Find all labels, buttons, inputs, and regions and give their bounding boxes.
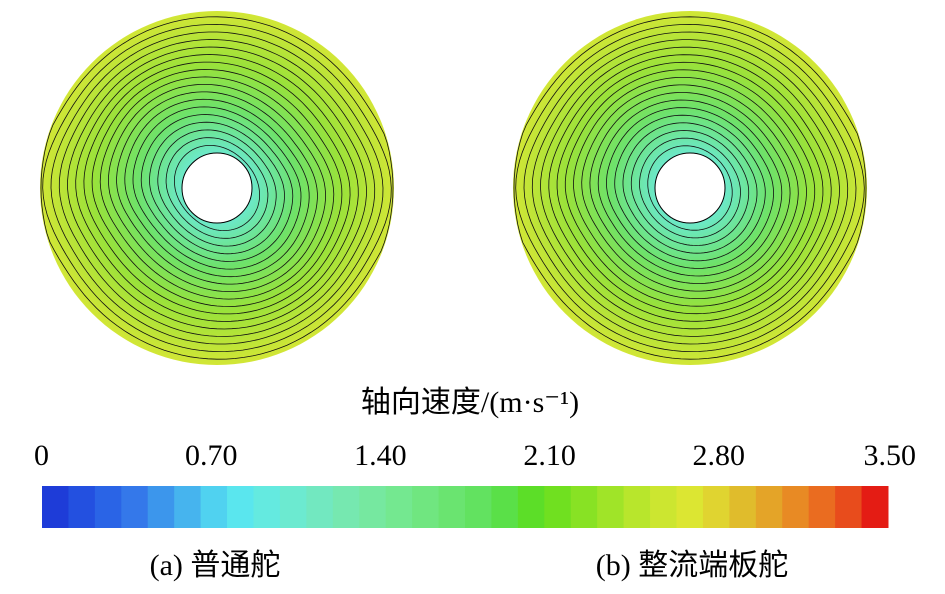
contour-line [75,54,359,322]
colorbar-segment [121,486,149,528]
colorbar-segment [438,486,466,528]
colorbar-segment [491,486,519,528]
colorbar-segment [808,486,836,528]
contour-line [107,84,327,292]
contour-line [140,114,294,262]
contour-line [67,46,367,330]
colorbar-segment [465,486,492,528]
contour-line [589,92,791,284]
colorbar-segment [544,486,572,528]
colorbar-tick-label: 1.40 [354,439,407,472]
colorbar-segment [306,486,334,528]
colorbar: 0 0.70 1.40 2.10 2.80 3.50 [34,439,916,528]
contour-line [124,98,310,278]
colorbar-segment [42,486,69,528]
colorbar-segment [755,486,783,528]
contour-plots [40,11,867,365]
colorbar-segment [782,486,810,528]
colorbar-segment [227,486,254,528]
contour-line [40,16,394,360]
contour-line [515,23,865,353]
colorbar-segment [861,486,889,528]
contour-line [597,99,783,277]
colorbar-segment [702,486,730,528]
colorbar-segment [332,486,360,528]
colorbar-segment [517,486,545,528]
colorbar-segment [570,486,598,528]
contour-line [83,61,351,315]
colorbar-tick-label: 3.50 [864,439,917,472]
colorbar-segment [200,486,228,528]
contour-line [116,91,318,285]
contour-line [622,122,758,254]
contour-line [149,121,285,255]
colorbar-segment [835,486,863,528]
contour-line [42,23,392,353]
contour-line [58,39,376,337]
contour-line [50,31,384,345]
panel-label: (a) 普通舵 [150,549,281,582]
contour-line [614,114,766,262]
contour-line [157,129,277,247]
colorbar-segment [412,486,440,528]
contour-line [556,61,824,315]
colorbar-segment [650,486,677,528]
colorbar-segment [359,486,387,528]
contour-line [605,107,775,269]
colorbar-tick-label: 0.70 [185,439,238,472]
colorbar-tick-label: 0 [34,439,49,472]
contour-line [99,76,335,300]
contour-line [132,106,302,270]
hub [181,152,253,224]
contour-line [174,145,260,231]
colorbar-segment [385,486,413,528]
contour-line [548,54,832,322]
colorbar-segment [147,486,175,528]
contour-line [573,77,807,299]
colorbar-segment [253,486,281,528]
contour-line [630,130,750,246]
colorbar-title: 轴向速度/(m·s⁻¹) [361,386,579,419]
contour-line [513,16,867,360]
colorbar-segment [94,486,122,528]
colorbar-segment [279,486,307,528]
contour-line [639,137,741,239]
colorbar-segment [597,486,625,528]
panel-label: (b) 整流端板舵 [596,549,788,582]
colorbar-segment [68,486,96,528]
colorbar-segment [623,486,651,528]
hub [654,152,726,224]
contour-line [564,69,816,307]
contour-line [523,31,857,345]
contour-line [647,145,733,231]
contour-line [531,39,849,337]
colorbar-tick-label: 2.80 [693,439,746,472]
contour-line [165,137,269,239]
contour-line [540,46,840,330]
colorbar-segment [729,486,757,528]
colorbar-segment [174,486,202,528]
colorbar-segment [676,486,704,528]
contour-line [581,84,799,292]
contour-line [91,69,343,307]
colorbar-tick-label: 2.10 [523,439,576,472]
